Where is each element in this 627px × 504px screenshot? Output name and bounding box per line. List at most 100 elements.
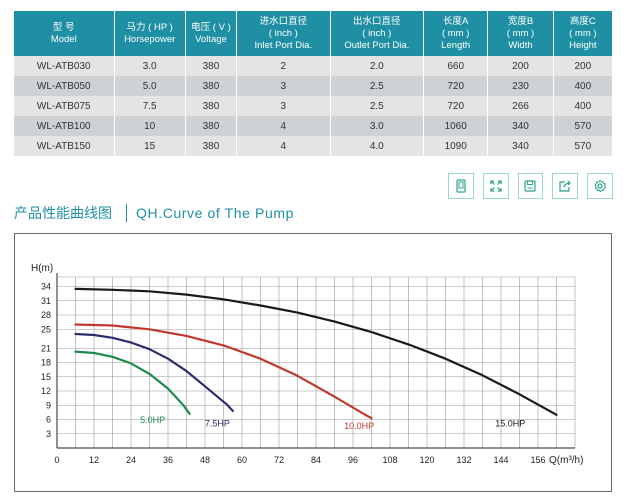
header-voltage: 电压 ( V ) Voltage — [185, 11, 238, 56]
cell-horsepower: 3.0 — [114, 56, 186, 76]
cell-model: WL-ATB100 — [14, 116, 115, 136]
x-tick-label: 108 — [382, 455, 397, 465]
cell-horsepower: 15 — [114, 136, 186, 156]
table-row: WL-ATB050 5.0 380 3 2.5 720 230 400 — [14, 76, 612, 96]
qh-curve-chart: 0 12 24 36 48 60 72 84 96 108 120 132 144 15636912151… — [31, 263, 583, 466]
cell-width: 200 — [487, 56, 554, 76]
chart-grid — [56, 276, 576, 448]
cell-outlet: 4.0 — [330, 136, 425, 156]
cell-outlet: 2.5 — [330, 76, 425, 96]
share-button[interactable] — [552, 173, 579, 199]
cell-model: WL-ATB150 — [14, 136, 115, 156]
series-line — [74, 332, 234, 412]
header-height: 高度C( mm ) Height — [553, 11, 612, 56]
x-tick-label: 48 — [200, 455, 210, 465]
cell-voltage: 380 — [185, 76, 238, 96]
cell-width: 340 — [487, 116, 554, 136]
header-horsepower: 马力 ( HP ) Horsepower — [114, 11, 186, 56]
cell-length: 660 — [423, 56, 489, 76]
cell-inlet: 4 — [236, 136, 331, 156]
cell-model: WL-ATB050 — [14, 76, 115, 96]
section-title-cn: 产品性能曲线图 — [14, 205, 112, 221]
cell-model: WL-ATB030 — [14, 56, 115, 76]
spec-table: 型 号 Model 马力 ( HP ) Horsepower 电压 ( V ) Vol… — [14, 11, 612, 156]
table-row: WL-ATB030 3.0 380 2 2.0 660 200 200 — [14, 56, 612, 76]
x-axis-title: Q(m³/h) — [549, 455, 583, 466]
mobile-view-button[interactable] — [448, 173, 474, 199]
cell-horsepower: 7.5 — [114, 96, 186, 116]
series-line — [74, 287, 558, 416]
x-tick-label: 156 — [530, 455, 545, 465]
x-tick-label: 84 — [311, 455, 321, 465]
table-row: WL-ATB150 15 380 4 4.0 1090 340 570 — [14, 136, 612, 156]
chart-axes: 0 12 24 36 48 60 72 84 96 108 120 132 144 15636912151… — [31, 263, 583, 466]
x-tick-label: 144 — [493, 455, 508, 465]
section-title: 产品性能曲线图 QH.Curve of The Pump — [14, 203, 294, 223]
cell-horsepower: 5.0 — [114, 76, 186, 96]
series-label: 7.5HP — [205, 419, 230, 429]
y-tick-label: 3 — [46, 429, 51, 439]
header-inlet: 进水口直径( inch ) Inlet Port Dia. — [236, 11, 331, 56]
cell-width: 340 — [487, 136, 554, 156]
fullscreen-button[interactable] — [482, 173, 509, 199]
y-tick-label: 21 — [41, 343, 51, 353]
y-axis-title: H(m) — [31, 263, 53, 274]
y-tick-label: 6 — [46, 415, 51, 425]
cell-inlet: 4 — [236, 116, 331, 136]
cell-outlet: 2.5 — [330, 96, 425, 116]
cell-inlet: 2 — [236, 56, 331, 76]
chart-series — [74, 287, 558, 420]
cell-outlet: 2.0 — [330, 56, 425, 76]
x-tick-label: 12 — [89, 455, 99, 465]
y-tick-label: 9 — [46, 400, 51, 410]
x-tick-label: 36 — [163, 455, 173, 465]
cell-outlet: 3.0 — [330, 116, 425, 136]
cell-voltage: 380 — [185, 116, 238, 136]
y-tick-label: 18 — [41, 358, 51, 368]
cell-length: 1090 — [423, 136, 489, 156]
chart-frame: 0 12 24 36 48 60 72 84 96 108 120 132 144 156 3 6 9 12 15 1… — [14, 233, 612, 492]
series-label: 15.0HP — [495, 419, 525, 429]
cell-voltage: 380 — [185, 96, 238, 116]
settings-icon — [594, 179, 607, 193]
x-tick-label: 72 — [274, 455, 284, 465]
header-outlet: 出水口直径( inch ) Outlet Port Dia. — [330, 11, 425, 56]
share-icon — [559, 180, 572, 192]
cell-width: 266 — [487, 96, 554, 116]
title-divider — [126, 204, 127, 222]
cell-width: 230 — [487, 76, 554, 96]
settings-button[interactable] — [587, 173, 613, 199]
cell-height: 400 — [553, 96, 612, 116]
chart-labels: 5.0HP 7.5HP 10.0HP 15.0HP — [140, 415, 525, 431]
series-label: 5.0HP — [140, 415, 165, 425]
x-tick-label: 132 — [456, 455, 471, 465]
cell-horsepower: 10 — [114, 116, 186, 136]
cell-length: 1060 — [423, 116, 489, 136]
series-line — [74, 350, 191, 415]
fullscreen-icon — [490, 180, 502, 192]
cell-height: 400 — [553, 76, 612, 96]
save-button[interactable] — [517, 173, 544, 199]
series-label: 10.0HP — [344, 421, 374, 431]
cell-inlet: 3 — [236, 76, 331, 96]
x-tick-label: 120 — [419, 455, 434, 465]
y-tick-label: 28 — [41, 310, 51, 320]
series-line — [74, 323, 373, 420]
cell-voltage: 380 — [185, 136, 238, 156]
cell-inlet: 3 — [236, 96, 331, 116]
cell-voltage: 380 — [185, 56, 238, 76]
table-row: WL-ATB100 10 380 4 3.0 1060 340 570 — [14, 116, 612, 136]
cell-length: 720 — [423, 76, 489, 96]
x-tick-label: 60 — [237, 455, 247, 465]
section-title-en: QH.Curve of The Pump — [136, 205, 295, 221]
x-tick-label: 96 — [348, 455, 358, 465]
x-tick-label: 0 — [54, 455, 59, 465]
x-tick-label: 24 — [126, 455, 136, 465]
header-model: 型 号 Model — [14, 11, 115, 56]
cell-model: WL-ATB075 — [14, 96, 115, 116]
spec-table-header-row: 型 号 Model 马力 ( HP ) Horsepower 电压 ( V ) Vol… — [14, 11, 612, 56]
cell-height: 570 — [553, 116, 612, 136]
mobile-icon — [456, 179, 466, 193]
y-tick-label: 25 — [41, 324, 51, 334]
save-icon — [524, 180, 537, 192]
